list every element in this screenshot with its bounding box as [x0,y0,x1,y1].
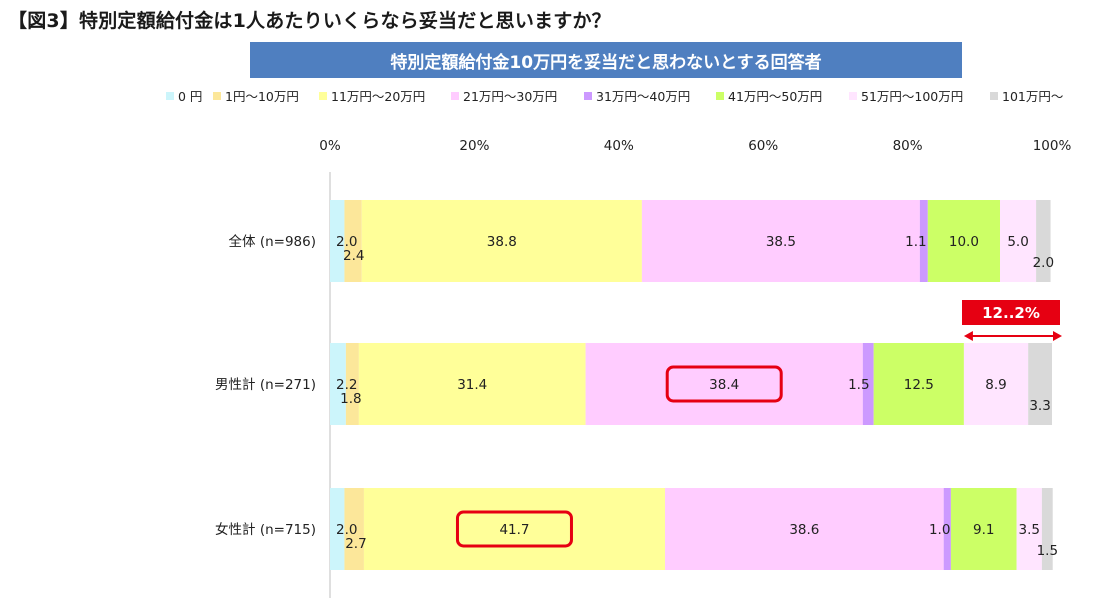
highlight-box [665,365,783,403]
range-arrow-head-right [1053,331,1062,341]
category-labels: 全体 (n=986) 男性計 (n=271) 女性計 (n=715) [215,233,316,538]
data-label: 3.5 [1019,522,1040,538]
range-label: 12..2% [982,304,1040,322]
legend-swatch [716,92,724,100]
data-label: 38.8 [487,234,517,250]
bar-segment [361,200,642,282]
bar-segment [358,343,586,425]
data-label: 38.5 [766,234,796,250]
data-label: 1.5 [848,377,869,393]
category-label: 全体 (n=986) [229,233,316,250]
legend-swatch [319,92,327,100]
legend-label: 51万円～100万円 [861,89,963,104]
data-label: 2.0 [336,234,357,250]
x-tick-label: 20% [459,138,489,154]
legend-label: 21万円～30万円 [463,89,557,104]
highlight-box [455,510,573,548]
legend-label: 41万円～50万円 [728,89,822,104]
data-label: 38.4 [709,377,739,393]
data-label: 31.4 [457,377,487,393]
data-label: 2.7 [345,536,366,552]
legend-label: 0 円 [178,89,202,104]
data-label: 12.5 [904,377,934,393]
data-label: 41.7 [499,522,529,538]
legend-label: 101万円～ [1002,89,1063,104]
bar-segment [862,343,874,425]
data-label: 2.0 [336,522,357,538]
bar-segment [950,488,1017,570]
data-label: 1.0 [929,522,950,538]
legend-label: 11万円～20万円 [331,89,425,104]
legend-swatch [990,92,998,100]
bar-segment [665,488,944,570]
bar-segment [919,200,928,282]
data-label: 2.4 [343,248,364,264]
x-tick-label: 0% [319,138,341,154]
category-label: 男性計 (n=271) [215,377,316,393]
bar-segment [927,200,1001,282]
bar-segment [330,200,345,282]
bar-segment [585,343,863,425]
data-label: 38.6 [789,522,819,538]
x-tick-label: 40% [604,138,634,154]
category-label: 女性計 (n=715) [215,521,316,538]
bar-segment [345,343,359,425]
legend-label: 31万円～40万円 [596,89,690,104]
range-label-box [962,300,1060,325]
bar-segment [344,200,362,282]
legend-swatch [849,92,857,100]
legend-swatch [213,92,221,100]
bar-segment [873,343,964,425]
range-arrow-head-left [963,331,973,341]
bar-segment [963,343,1029,425]
bar-segment [1028,343,1052,425]
data-label: 1.8 [340,391,361,407]
data-labels: 2.02.438.8 38.5 1.1 10.0 5.02.02.21.831.4 38.… [336,234,1058,559]
data-label: 2.0 [1033,255,1054,271]
figure-title: 【図3】特別定額給付金は1人あたりいくらなら妥当だと思いますか？ [8,10,611,32]
bar-segment [363,488,666,570]
data-label: 1.5 [1037,543,1058,559]
bar-segment [330,488,345,570]
chart-subtitle-banner: 特別定額給付金10万円を妥当だと思わないとする回答者 [250,42,962,78]
data-label: 9.1 [973,522,994,538]
bar-segment [943,488,951,570]
legend-swatch [451,92,459,100]
bar-segment [641,200,920,282]
bar-segment [1000,200,1037,282]
legend-label: 1円～10万円 [225,89,299,104]
data-label: 10.0 [949,234,979,250]
data-label: 1.1 [905,234,926,250]
annotations: 12..2% [455,300,1062,548]
legend-swatch [584,92,592,100]
chart-legend: 0 円 1円～10万円 11万円～20万円 21万円～30万円 31万円～40万円 41万… [166,89,1063,104]
x-tick-label: 60% [748,138,778,154]
x-tick-label: 100% [1033,138,1072,154]
legend-swatch [166,92,174,100]
data-label: 5.0 [1007,234,1028,250]
data-label: 3.3 [1029,398,1050,414]
chart-bars [330,200,1053,570]
data-label: 8.9 [985,377,1006,393]
x-tick-label: 80% [893,138,923,154]
data-label: 2.2 [336,377,357,393]
bar-segment [330,343,346,425]
bar-segment [344,488,364,570]
bar-segment [1036,200,1051,282]
bar-segment [1041,488,1053,570]
bar-segment [1016,488,1042,570]
